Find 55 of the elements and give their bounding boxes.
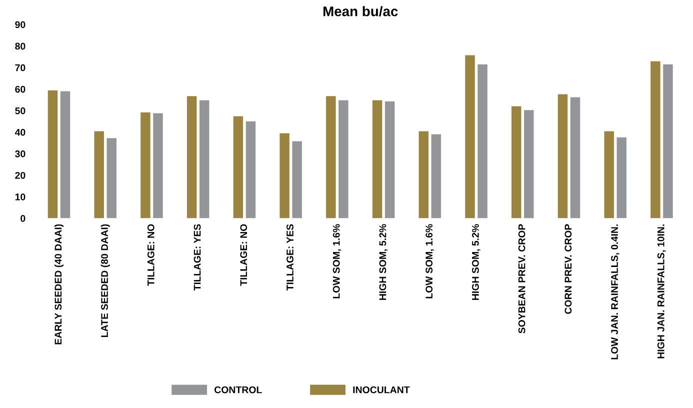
y-tick-label: 20 [15,172,26,179]
bar [524,110,534,218]
bar [384,101,395,218]
chart-title: Mean bu/ac [323,6,398,16]
bar [650,61,660,218]
x-tick-label: LOW JAN. RAINFALLS, 0.4IN. [611,224,620,360]
bar [292,141,302,218]
x-tick-label: TILLAGE: YES [194,224,201,291]
x-tick-label: HIGH JAN. RAINFALLS, 10IN. [657,224,666,358]
bar [512,106,522,218]
legend-label: INOCULANT [353,386,410,394]
y-tick-label: 80 [15,42,26,50]
y-tick-label: 10 [15,193,26,200]
bar [338,100,348,218]
bar [140,112,150,218]
bar [280,133,290,218]
bar [94,131,104,218]
bar [186,96,197,218]
x-tick-label: LATE SEEDED (80 DAAI) [100,224,110,337]
bar [106,138,116,218]
bar [431,134,442,218]
x-tick-label: LOW SOM, 1.6% [426,224,434,298]
bar [570,97,580,218]
bar [558,94,568,218]
y-tick-label: 50 [15,107,26,114]
x-tick-label: HIGH SOM, 5.2% [472,224,480,300]
bar [478,64,488,218]
x-tick-label: TILLAGE: NO [240,224,248,286]
x-tick-label: EARLY SEEDED (40 DAAI) [54,224,64,344]
bar [153,113,163,218]
bar [465,55,475,218]
bar [604,131,614,218]
x-tick-label: TILLAGE: YES [286,224,294,291]
bar [246,121,256,218]
x-tick-label: HIGH SOM, 5.2% [379,224,388,300]
y-tick-label: 0 [20,215,26,222]
y-tick-label: 90 [15,21,26,28]
bar [418,131,429,218]
y-tick-label: 60 [15,86,26,93]
y-tick-label: 30 [15,150,26,158]
legend-label: CONTROL [214,386,262,394]
bar [616,137,626,218]
x-tick-label: LOW SOM, 1.6% [332,224,342,298]
x-tick-label: SOYBEAN PREV. CROP [518,224,526,334]
bar [48,90,58,218]
x-tick-label: TILLAGE: NO [147,224,154,286]
bar [60,91,70,218]
y-tick-label: 70 [15,64,26,72]
bar [372,100,382,218]
bar [199,100,210,218]
y-tick-label: 40 [14,128,26,136]
bar [326,96,336,218]
bar [233,116,244,218]
bar [663,64,673,218]
x-tick-label: CORN PREV. CROP [564,224,572,314]
